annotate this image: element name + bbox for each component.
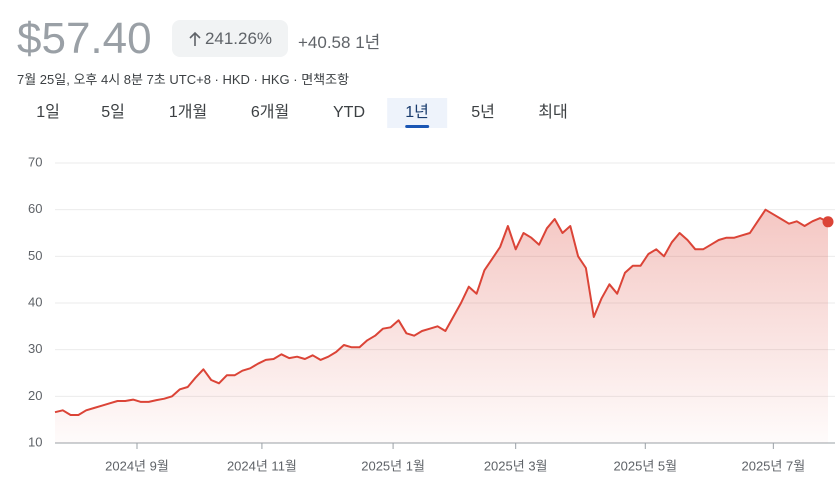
tab[interactable]: 1년 [387, 98, 447, 128]
period: 1년 [355, 33, 381, 52]
tab[interactable]: YTD [333, 104, 365, 121]
y-tick-label: 70 [28, 154, 42, 169]
tab[interactable]: 5일 [101, 104, 125, 121]
tab[interactable]: 5년 [471, 104, 495, 121]
y-tick-label: 30 [28, 341, 42, 356]
y-tick-label: 40 [28, 294, 42, 309]
price: $57.40 [17, 14, 152, 63]
x-tick-label: 2025년 1월 [361, 458, 425, 473]
x-tick-label: 2025년 3월 [484, 458, 548, 473]
subtitle: 7월 25일, 오후 4시 8분 7초 UTC+8 · HKD · HKG · … [17, 72, 350, 87]
up-arrow [189, 31, 201, 46]
tab[interactable]: 1개월 [168, 104, 208, 121]
y-tick-label: 50 [28, 248, 42, 263]
tab[interactable]: 1일 [36, 104, 60, 121]
x-tick-label: 2025년 5월 [613, 458, 677, 473]
change-value: +40.58 [298, 33, 351, 52]
price-line [54, 208, 829, 416]
x-tick-label: 2024년 9월 [105, 458, 169, 473]
change-pct: 241.26% [204, 28, 273, 48]
y-tick-label: 20 [28, 388, 42, 403]
change: +40.58 1년 [298, 28, 380, 53]
x-tick-label: 2025년 7월 [741, 458, 805, 473]
y-tick-label: 60 [28, 201, 42, 216]
tab[interactable]: 최대 [538, 104, 568, 121]
last-point [822, 216, 834, 228]
x-tick-label: 2024년 11월 [227, 458, 297, 473]
area [55, 209, 828, 443]
tab[interactable]: 6개월 [250, 104, 290, 121]
y-tick-label: 10 [28, 434, 42, 449]
change-badge: 241.26% [172, 20, 288, 57]
